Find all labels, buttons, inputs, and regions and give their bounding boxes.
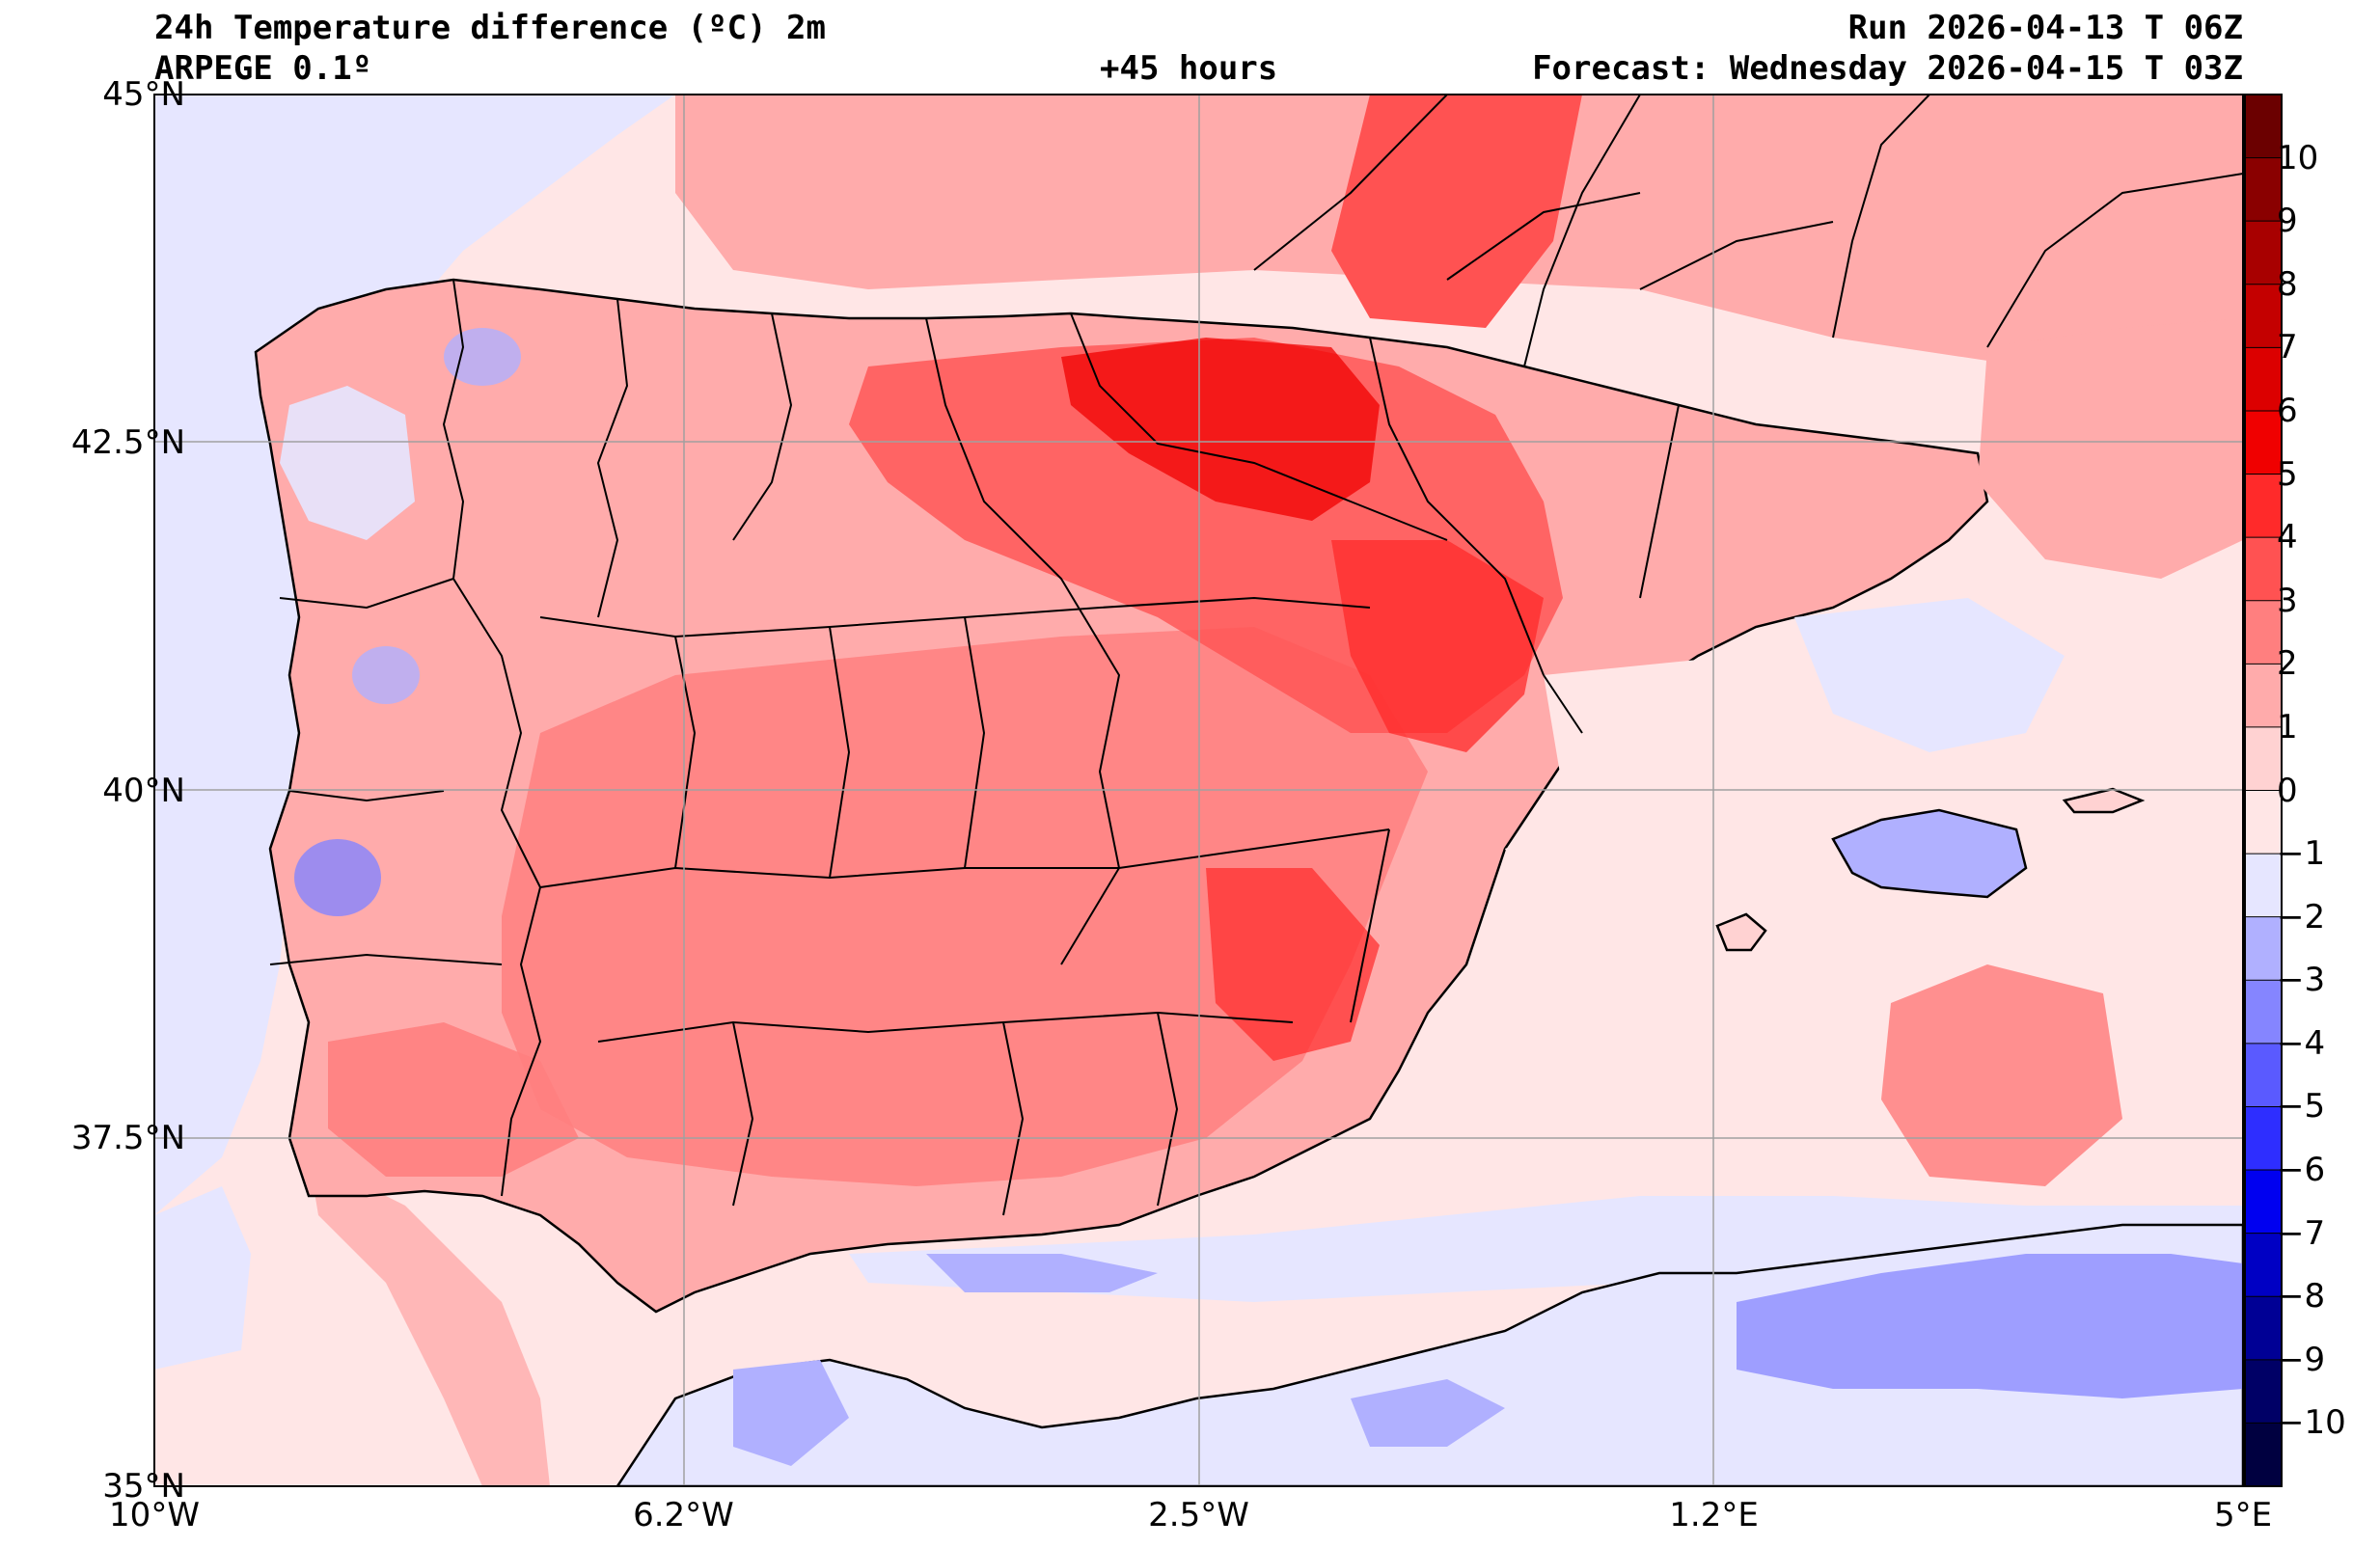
colorbar-tick-label: 6: [2277, 391, 2298, 430]
colorbar-tick-label: −8: [2277, 1277, 2326, 1316]
chart-title: 24h Temperature difference (ºC) 2m: [154, 9, 826, 47]
map-panel: [154, 95, 2243, 1486]
galicia-cool-area: [280, 386, 415, 540]
colorbar-tick-label: 7: [2277, 328, 2298, 367]
colorbar-tick-label: −7: [2277, 1213, 2326, 1253]
colorbar-tick-label: 3: [2277, 581, 2298, 620]
graticule: [154, 95, 2243, 1486]
rioja-hot-core: [1061, 338, 1380, 521]
colorbar-segment: [2245, 1296, 2282, 1361]
colorbar-segment: [2245, 664, 2282, 728]
colorbar-segment: [2245, 916, 2282, 981]
lat-tick-label: 35°N: [102, 1467, 185, 1506]
run-info: Run 2026-04-13 T 06Z: [1847, 9, 2243, 47]
colorbar-tick-label: −10: [2277, 1403, 2346, 1443]
colorbar-frame: [2244, 94, 2283, 1487]
colorbar-segment: [2245, 347, 2282, 412]
colorbar-tick-label: −5: [2277, 1087, 2326, 1126]
southeast-hot-core: [1206, 868, 1380, 1061]
atlantic-negative-zone-south: [154, 1186, 251, 1370]
gulf-of-lion-warm: [1978, 318, 2243, 579]
colorbar-tick-label: −1: [2277, 834, 2326, 874]
morocco-cool-spot: [733, 1360, 849, 1466]
portugal-cool-spot-north: [352, 646, 420, 704]
colorbar-tick-label: 2: [2277, 644, 2298, 684]
colorbar-segment: [2245, 726, 2282, 791]
map-frame: [153, 94, 2244, 1487]
lon-tick-label: 2.5°W: [1148, 1496, 1249, 1534]
colorbar-segment: [2245, 1170, 2282, 1235]
colorbar-segment: [2245, 1359, 2282, 1424]
colorbar-segment: [2245, 284, 2282, 348]
colorbar-segment: [2245, 157, 2282, 222]
colorbar-segment: [2245, 474, 2282, 538]
lat-tick-label: 37.5°N: [70, 1119, 185, 1158]
lat-tick-label: 45°N: [102, 75, 185, 114]
colorbar-tick-label: 9: [2277, 202, 2298, 241]
colorbar-tick-label: 0: [2277, 771, 2298, 810]
colorbar-tick-label: −2: [2277, 897, 2326, 936]
colorbar-segment: [2245, 410, 2282, 475]
colorbar-tick-label: −6: [2277, 1151, 2326, 1190]
aragon-hot-core: [1331, 540, 1544, 752]
colorbar-segment: [2245, 537, 2282, 602]
colorbar-segment: [2245, 221, 2282, 285]
colorbar-segment: [2245, 854, 2282, 918]
lat-tick-label: 42.5°N: [70, 422, 185, 462]
interior-warm-area: [502, 627, 1428, 1186]
north-africa-cool-spot: [1351, 1379, 1505, 1447]
forecast-info: Forecast: Wednesday 2026-04-15 T 03Z: [1532, 49, 2243, 88]
lon-tick-label: 5°E: [2213, 1496, 2273, 1534]
colorbar-segment: [2245, 1106, 2282, 1171]
colorbar-tick-label: 8: [2277, 264, 2298, 304]
colorbar-tick-label: −4: [2277, 1023, 2326, 1063]
colorbar-tick-label: 4: [2277, 518, 2298, 557]
north-africa-cool-core: [1737, 1254, 2243, 1398]
menorca-island: [2062, 787, 2146, 814]
france-hot-core: [1331, 95, 1582, 328]
colorbar-segment: [2245, 1423, 2282, 1487]
admin-boundaries: [269, 95, 2243, 1216]
colorbar-segment: [2245, 600, 2282, 665]
colorbar-tick-label: 5: [2277, 454, 2298, 494]
colorbar-segment: [2245, 1233, 2282, 1297]
colorbar-tick-label: 10: [2277, 138, 2319, 177]
lead-time: +45 hours: [1100, 49, 1278, 88]
colorbar-tick-label: −3: [2277, 961, 2326, 1000]
mallorca-island: [1831, 808, 2028, 899]
lon-tick-label: 6.2°W: [633, 1496, 734, 1534]
lon-tick-label: 10°W: [109, 1496, 200, 1534]
atlantic-warm-band: [309, 1157, 550, 1486]
colorbar-segment: [2245, 980, 2282, 1045]
portugal-cool-spot: [294, 839, 381, 916]
colorbar: [2245, 95, 2282, 1487]
alboran-cool-core: [926, 1254, 1158, 1292]
colorbar-segment: [2245, 790, 2282, 855]
colorbar-segment: [2245, 95, 2282, 159]
colorbar-tick-label: −9: [2277, 1340, 2326, 1379]
lat-tick-label: 40°N: [102, 771, 185, 810]
sea-warm-patch: [1881, 964, 2122, 1186]
balearic-sea: [1544, 656, 2243, 868]
valencia-gulf: [1505, 810, 1698, 964]
balearic-cool-area: [1794, 598, 2065, 752]
alboran-cool-band: [849, 1196, 2243, 1302]
colorbar-tick-label: 1: [2277, 707, 2298, 746]
colorbar-segment: [2245, 1043, 2282, 1107]
model-name: ARPEGE 0.1º: [154, 49, 372, 88]
ibiza-island: [1715, 912, 1767, 952]
lon-tick-label: 1.2°E: [1669, 1496, 1759, 1534]
